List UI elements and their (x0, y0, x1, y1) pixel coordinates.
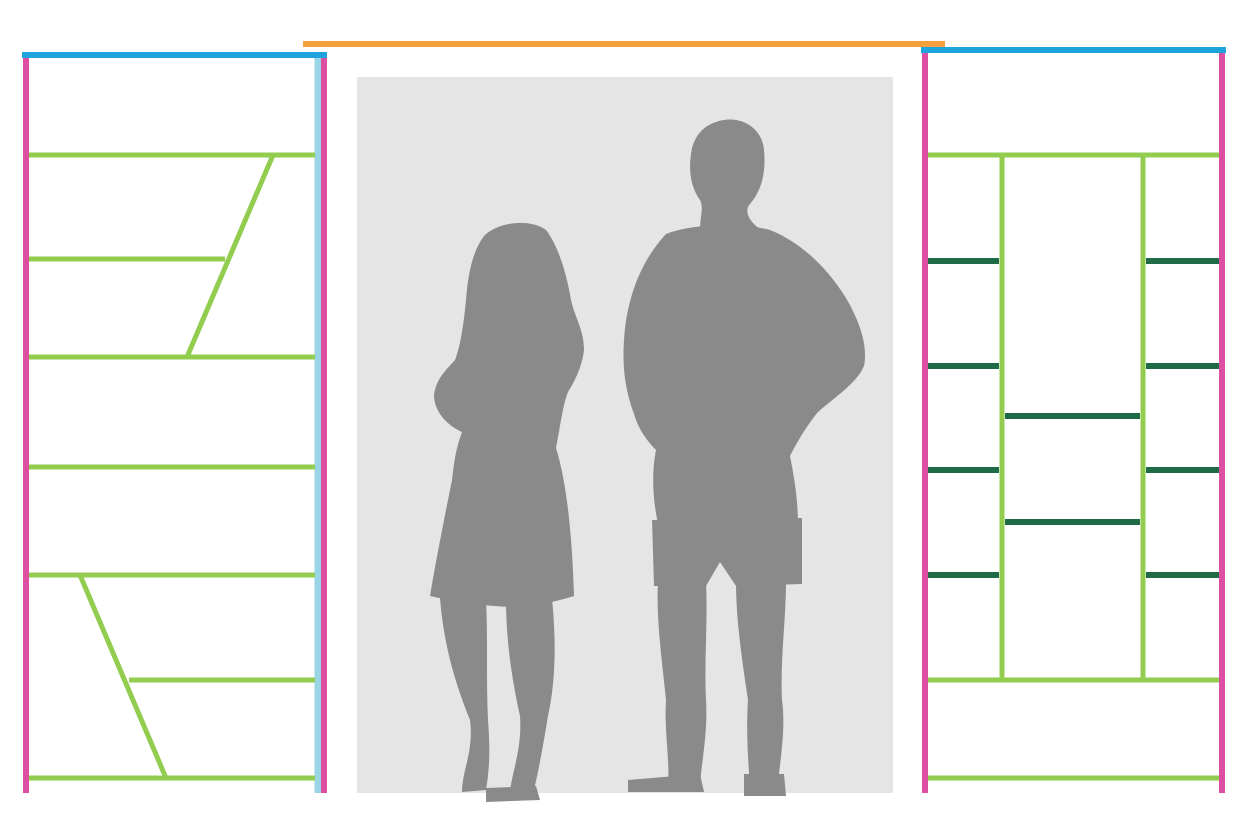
right-unit-inner-shelves (928, 258, 1219, 578)
right-shelving-unit (921, 47, 1226, 793)
opening-panel (357, 77, 893, 793)
left-shelving-unit (22, 52, 327, 793)
man-silhouette-icon (623, 119, 866, 796)
center-opening (303, 41, 945, 793)
right-unit-frame (928, 152, 1219, 781)
left-unit-shelves (29, 152, 315, 781)
left-diagonal-upper (184, 154, 276, 358)
left-diagonal-lower (77, 574, 169, 779)
woman-silhouette-icon (430, 222, 584, 802)
